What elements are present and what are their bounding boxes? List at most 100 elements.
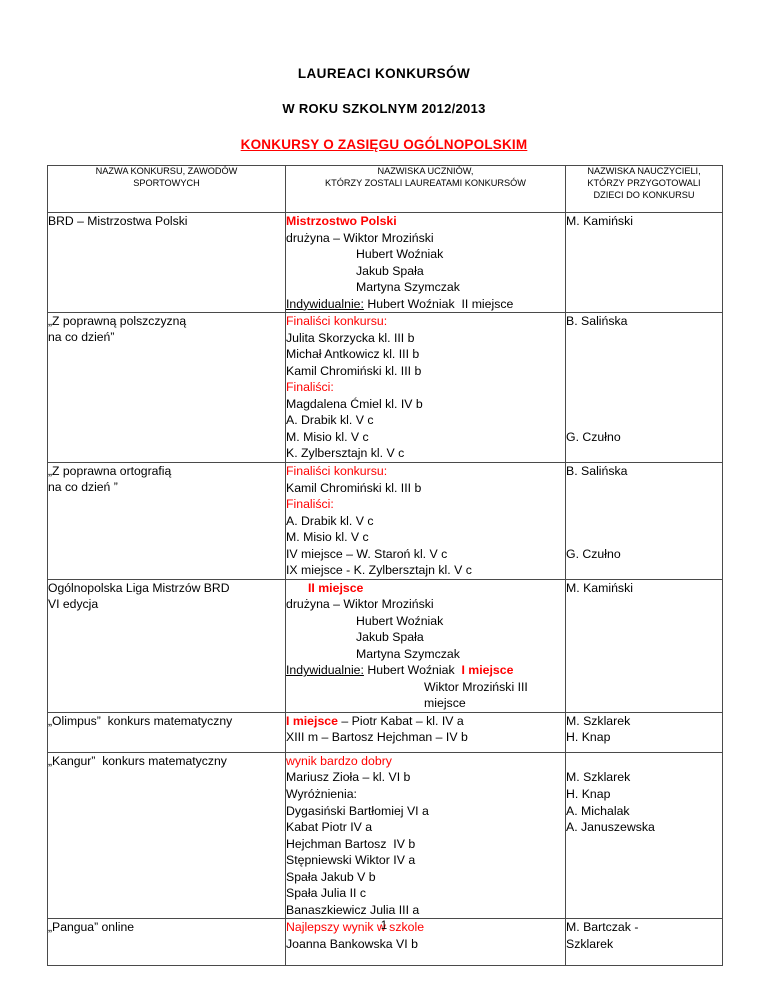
teacher-spacer [566,346,722,363]
teacher-spacer [566,379,722,396]
cell-teacher-names: M. Kamiński [565,211,723,314]
header-competition-line1: NAZWA KONKURSU, ZAWODÓW [95,166,238,176]
teacher-line: A. Januszewska [566,820,655,835]
competition-name-line: VI edycja [48,596,99,611]
teacher-spacer [566,513,722,530]
cell-pupil-names: II miejsce drużyna – Wiktor Mroziński Hube… [285,578,566,713]
cell-competition-name: BRD – Mistrzostwa Polski [47,211,286,314]
teacher-line: H. Knap [566,730,611,745]
pupil-line: Wyróżnienia: [286,787,357,801]
pupil-line: drużyna – Wiktor Mroziński [286,230,434,245]
pupil-line: Wiktor Mroziński III miejsce [424,679,532,711]
table-body: BRD – Mistrzostwa Polski Mistrzostwo Pols… [47,211,723,967]
teacher-line: M. Szklarek [566,770,631,785]
header-pupils-line2: KTÓRZY ZOSTALI LAUREATAMI KONKURSÓW [325,177,526,188]
teacher-spacer [566,396,722,413]
teacher-line: M. Bartczak - [566,920,639,935]
pupil-line: Dygasiński Bartłomiej VI a [286,803,429,818]
competition-name-line: „Pangua” online [48,920,135,935]
page-title: LAUREACI KONKURSÓW [297,66,471,81]
pupil-line: drużyna – Wiktor Mroziński [286,597,434,612]
teacher-line: Szklarek [566,936,614,951]
pupil-line: K. Zylbersztajn kl. V c [286,446,405,461]
table-row: „Z poprawna ortografią na co dzień ” Final… [47,461,723,580]
pupil-line: Najlepszy wynik w szkole [286,920,425,935]
table-row: Ogólnopolska Liga Mistrzów BRD VI edycja I… [47,578,723,713]
pupil-line: M. Misio kl. V c [286,530,369,545]
competition-name-line: na co dzień ” [48,480,118,495]
pupil-line: Finaliści: [286,380,334,395]
pupil-line: Hubert Woźniak [356,613,444,628]
pupil-award-detail: – Piotr Kabat – kl. IV a [337,713,464,728]
cell-competition-name: „Z poprawną polszczyzną na co dzień” [47,312,286,463]
pupil-line: Hejchman Bartosz IV b [286,836,416,851]
cell-competition-name: „Pangua” online [47,918,286,967]
pupil-line: Michał Antkowicz kl. III b [286,347,420,362]
section-heading: KONKURSY O ZASIĘGU OGÓLNOPOLSKIM [240,137,528,152]
pupil-line: II miejsce [308,580,364,595]
teacher-spacer [566,529,722,546]
pupil-line: Hubert Woźniak [356,247,444,262]
page-subtitle: W ROKU SZKOLNYM 2012/2013 [282,101,486,116]
pupil-line: Finaliści konkursu: [286,463,388,478]
pupil-line: M. Misio kl. V c [286,429,369,444]
cell-teacher-names: M. Bartczak - Szklarek [565,918,723,967]
cell-competition-name: Ogólnopolska Liga Mistrzów BRD VI edycja [47,578,286,713]
teacher-spacer [566,412,722,429]
pupil-individual-label: Indywidualnie: [286,296,364,311]
teacher-line: M. Kamiński [566,214,633,228]
competition-name-line: „Z poprawna ortografią [48,463,172,478]
pupil-award-label: I miejsce [286,713,338,728]
pupil-line: Mistrzostwo Polski [286,214,397,228]
pupil-line: Banaszkiewicz Julia III a [286,902,420,917]
teacher-line: M. Szklarek [566,713,631,728]
pupil-line: I miejsce – Piotr Kabat – kl. IV a [286,713,565,730]
pupil-line: Spała Julia II c [286,886,366,901]
cell-pupil-names: Finaliści konkursu: Julita Skorzycka kl. … [285,312,566,463]
competition-name-line: „Kangur” konkurs matematyczny [48,753,227,768]
pupil-line: Kabat Piotr IV a [286,820,373,835]
table-row: „Kangur” konkurs matematyczny wynik bardz… [47,751,723,920]
cell-competition-name: „Kangur” konkurs matematyczny [47,751,286,920]
header-cell-pupils: NAZWISKA UCZNIÓW, KTÓRZY ZOSTALI LAUREAT… [285,165,566,213]
pupil-line: IV miejsce – W. Staroń kl. V c [286,546,448,561]
teacher-line: H. Knap [566,787,611,801]
teacher-line: B. Salińska [566,314,628,329]
page-number: 1 [380,920,388,932]
teacher-spacer [566,480,722,497]
pupil-line: A. Drabik kl. V c [286,513,374,528]
cell-pupil-names: wynik bardzo dobry Mariusz Zioła – kl. VI… [285,751,566,920]
competition-name-line: BRD – Mistrzostwa Polski [48,214,188,228]
pupil-line: XIII m – Bartosz Hejchman – IV b [286,730,468,745]
pupil-line: Mariusz Zioła – kl. VI b [286,770,411,785]
header-teachers-line3: DZIECI DO KONKURSU [593,189,695,200]
teacher-line: B. Salińska [566,463,628,478]
header-cell-competition: NAZWA KONKURSU, ZAWODÓW SPORTOWYCH [47,165,286,213]
pupil-line: wynik bardzo dobry [286,753,392,768]
pupil-individual-label: Indywidualnie: [286,663,364,678]
pupil-line: Joanna Bankowska VI b [286,936,418,951]
teacher-line: G. Czułno [566,429,621,444]
cell-competition-name: „Z poprawna ortografią na co dzień ” [47,461,286,580]
teacher-line: A. Michalak [566,803,630,818]
cell-teacher-names: B. Salińska G. Czułno [565,461,723,580]
header-cell-teachers: NAZWISKA NAUCZYCIELI, KTÓRZY PRZYGOTOWAL… [565,165,723,213]
pupil-line: Indywidualnie: Hubert Woźniak I miejsce [286,662,565,679]
title-block: LAUREACI KONKURSÓW W ROKU SZKOLNYM 2012/… [0,0,768,152]
header-competition-line2: SPORTOWYCH [133,177,200,188]
competition-name-line: „Z poprawną polszczyzną [48,314,187,329]
cell-pupil-names: I miejsce – Piotr Kabat – kl. IV a XIII m… [285,711,566,753]
pupil-line: Jakub Spała [356,263,424,278]
pupil-line: Julita Skorzycka kl. III b [286,330,415,345]
pupil-individual-detail: Hubert Woźniak [363,663,462,678]
cell-teacher-names: M. Szklarek H. Knap A. Michalak A. Januszew… [565,751,723,920]
competition-name-line: Ogólnopolska Liga Mistrzów BRD [48,580,230,595]
table-header-row: NAZWA KONKURSU, ZAWODÓW SPORTOWYCH NAZWI… [47,165,723,213]
teacher-spacer [566,496,722,513]
competition-name-line: na co dzień” [48,330,115,345]
cell-teacher-names: M. Kamiński [565,578,723,713]
pupil-line: Finaliści konkursu: [286,314,388,329]
table-row: BRD – Mistrzostwa Polski Mistrzostwo Pols… [47,211,723,314]
pupil-line: Kamil Chromiński kl. III b [286,480,422,495]
